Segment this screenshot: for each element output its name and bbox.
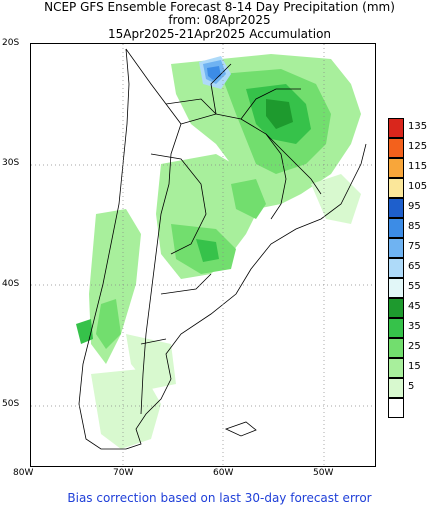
legend-swatch	[388, 118, 404, 138]
legend-label: 85	[408, 221, 421, 232]
precip-shading	[76, 54, 361, 449]
legend-swatch	[388, 178, 404, 198]
legend-label: 5	[408, 381, 415, 392]
legend-label: 135	[408, 121, 428, 132]
lon-label-80w: 80W	[13, 468, 34, 478]
legend-swatch	[388, 318, 404, 338]
legend-label: 125	[408, 141, 428, 152]
legend-swatch	[388, 358, 404, 378]
legend-swatch	[388, 138, 404, 158]
legend-swatch	[388, 278, 404, 298]
lat-label-50s: 50S	[2, 399, 20, 409]
legend-swatch	[388, 218, 404, 238]
legend-swatch	[388, 258, 404, 278]
lon-label-50w: 50W	[313, 468, 334, 478]
legend-label: 55	[408, 281, 421, 292]
legend-swatch	[388, 158, 404, 178]
map-subtitle-init: from: 08Apr2025	[168, 13, 271, 27]
legend-swatch	[388, 378, 404, 398]
lat-label-30s: 30S	[2, 158, 20, 168]
legend-label: 35	[408, 321, 421, 332]
legend-label: 105	[408, 181, 428, 192]
legend-swatch	[388, 298, 404, 318]
legend-label: 15	[408, 361, 421, 372]
bias-correction-note: Bias correction based on last 30-day for…	[67, 491, 372, 505]
legend-label: 95	[408, 201, 421, 212]
lon-label-70w: 70W	[113, 468, 134, 478]
map-title: NCEP GFS Ensemble Forecast 8-14 Day Prec…	[44, 0, 395, 14]
legend-swatch	[388, 238, 404, 258]
graticule	[31, 44, 375, 466]
legend-label: 25	[408, 341, 421, 352]
map-canvas	[31, 44, 375, 466]
legend-label: 45	[408, 301, 421, 312]
lat-label-40s: 40S	[2, 279, 20, 289]
legend-label: 75	[408, 241, 421, 252]
legend-swatch	[388, 398, 404, 418]
precipitation-map	[30, 43, 376, 467]
legend-label: 115	[408, 161, 428, 172]
legend-swatch	[388, 338, 404, 358]
legend-label: 65	[408, 261, 421, 272]
legend-swatch	[388, 198, 404, 218]
lat-label-20s: 20S	[2, 38, 20, 48]
map-subtitle-period: 15Apr2025-21Apr2025 Accumulation	[107, 27, 332, 41]
coastlines	[78, 48, 367, 450]
lon-label-60w: 60W	[213, 468, 234, 478]
